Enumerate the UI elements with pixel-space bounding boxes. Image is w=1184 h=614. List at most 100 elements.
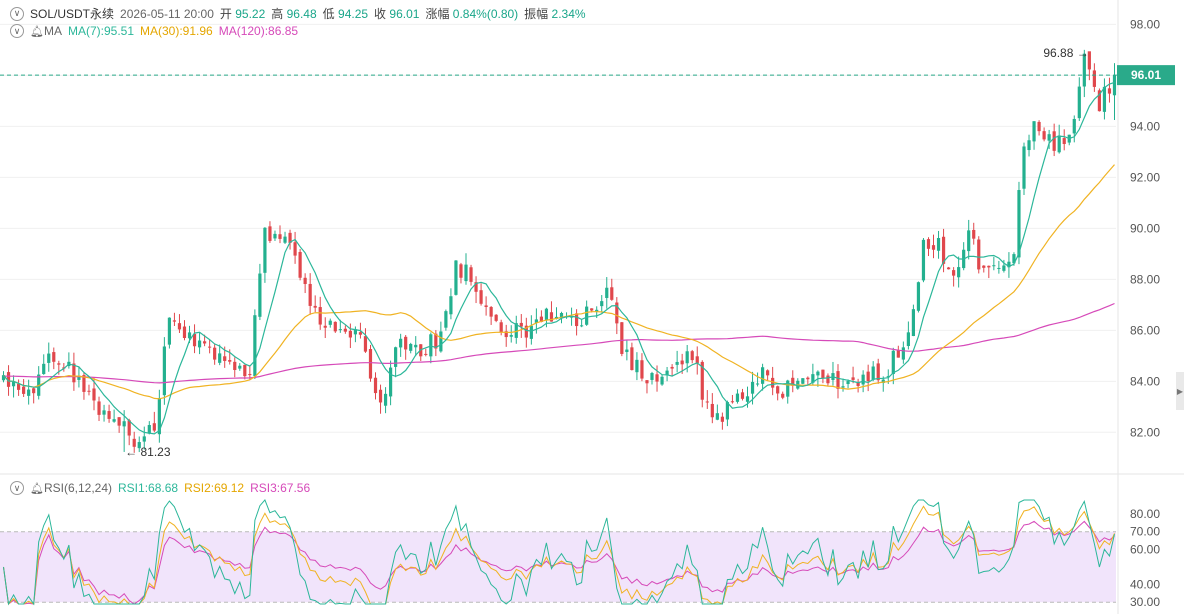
candle xyxy=(469,264,473,286)
candle xyxy=(162,337,166,405)
rsi-legend: ∨ 🔔︎ RSI(6,12,24) RSI1:68.68 RSI2:69.12 … xyxy=(10,481,310,495)
candle-body xyxy=(238,365,242,369)
ma120-line xyxy=(3,302,1115,384)
candle xyxy=(353,326,358,343)
candle-body xyxy=(725,402,730,420)
candle-body xyxy=(881,379,885,384)
candle-body xyxy=(127,420,131,436)
candle-body xyxy=(625,349,629,353)
expand-panel-handle[interactable]: ▶ xyxy=(1176,372,1184,410)
candle xyxy=(1102,78,1107,120)
candle-body xyxy=(1032,121,1036,142)
candle xyxy=(424,348,428,357)
candle-body xyxy=(378,389,383,403)
candle-body xyxy=(1047,134,1051,141)
bell-icon[interactable]: 🔔︎ xyxy=(30,25,44,38)
candle-body xyxy=(755,383,760,385)
candle-body xyxy=(846,381,850,385)
candle-body xyxy=(52,352,56,362)
candle xyxy=(1067,134,1071,146)
candle-body xyxy=(600,301,604,307)
candle-body xyxy=(569,316,574,318)
candle xyxy=(399,333,403,357)
candle xyxy=(494,314,498,323)
candle-body xyxy=(615,302,619,324)
candle-body xyxy=(1007,261,1011,268)
candle-body xyxy=(826,375,830,384)
candle xyxy=(610,278,614,301)
ma7-line xyxy=(3,81,1115,435)
candle xyxy=(32,386,36,404)
candle xyxy=(585,300,589,326)
candle-body xyxy=(394,347,398,367)
candle-body xyxy=(479,290,483,304)
candle xyxy=(499,319,503,336)
candle-body xyxy=(539,316,544,322)
candle-body xyxy=(248,374,252,376)
candle xyxy=(489,306,493,325)
candle-body xyxy=(11,381,16,387)
candle-body xyxy=(444,311,448,328)
candle xyxy=(524,317,528,348)
candle-body xyxy=(283,236,287,243)
candle xyxy=(655,365,659,392)
candle-body xyxy=(705,401,709,403)
candle xyxy=(11,375,16,398)
candle xyxy=(580,319,584,328)
candle xyxy=(665,366,669,382)
candle-body xyxy=(318,307,322,325)
collapse-chevron-icon[interactable]: ∨ xyxy=(10,24,24,38)
candle xyxy=(514,315,518,344)
candle-body xyxy=(856,382,860,386)
candle xyxy=(710,393,714,424)
candle-body xyxy=(72,363,76,383)
candle xyxy=(625,340,629,361)
candle xyxy=(1037,120,1041,136)
candle xyxy=(1097,88,1102,112)
candle-body xyxy=(710,403,714,418)
collapse-chevron-icon[interactable]: ∨ xyxy=(10,6,24,21)
last-price-tag xyxy=(1117,65,1175,86)
candle xyxy=(957,256,961,288)
candle-body xyxy=(700,361,704,400)
y-tick-label: 88.00 xyxy=(1130,272,1160,286)
candle-body xyxy=(6,372,11,387)
bell-icon[interactable]: 🔔︎ xyxy=(30,482,44,495)
candle xyxy=(941,228,946,273)
candle xyxy=(504,324,508,347)
candle-body xyxy=(1087,51,1091,70)
rsi-tick-label: 40.00 xyxy=(1130,578,1160,592)
candle xyxy=(640,353,644,382)
candle xyxy=(926,237,931,257)
candle-body xyxy=(313,305,317,308)
candle xyxy=(152,411,156,433)
candle xyxy=(1072,115,1076,143)
candle xyxy=(298,249,302,281)
candle xyxy=(574,309,579,336)
candle-body xyxy=(308,283,312,306)
candle xyxy=(333,321,337,333)
candle-body xyxy=(605,287,609,298)
candle-body xyxy=(811,374,815,383)
candle xyxy=(107,404,111,423)
collapse-chevron-icon[interactable]: ∨ xyxy=(10,481,24,495)
candle-body xyxy=(484,305,488,307)
candle xyxy=(911,304,916,337)
candle-body xyxy=(675,361,679,365)
candle-body xyxy=(363,336,368,352)
candle-body xyxy=(982,265,986,268)
candle xyxy=(740,388,745,401)
candle xyxy=(72,352,76,391)
candle-body xyxy=(499,322,503,333)
candle xyxy=(801,378,805,385)
candle xyxy=(620,321,624,357)
candle-body xyxy=(836,371,840,389)
candle-body xyxy=(876,363,880,381)
candle-body xyxy=(107,411,111,419)
candle-body xyxy=(218,353,222,363)
candle-body xyxy=(534,319,538,323)
y-tick-label: 90.00 xyxy=(1130,221,1160,235)
candle-body xyxy=(972,229,976,239)
candle xyxy=(992,256,996,271)
